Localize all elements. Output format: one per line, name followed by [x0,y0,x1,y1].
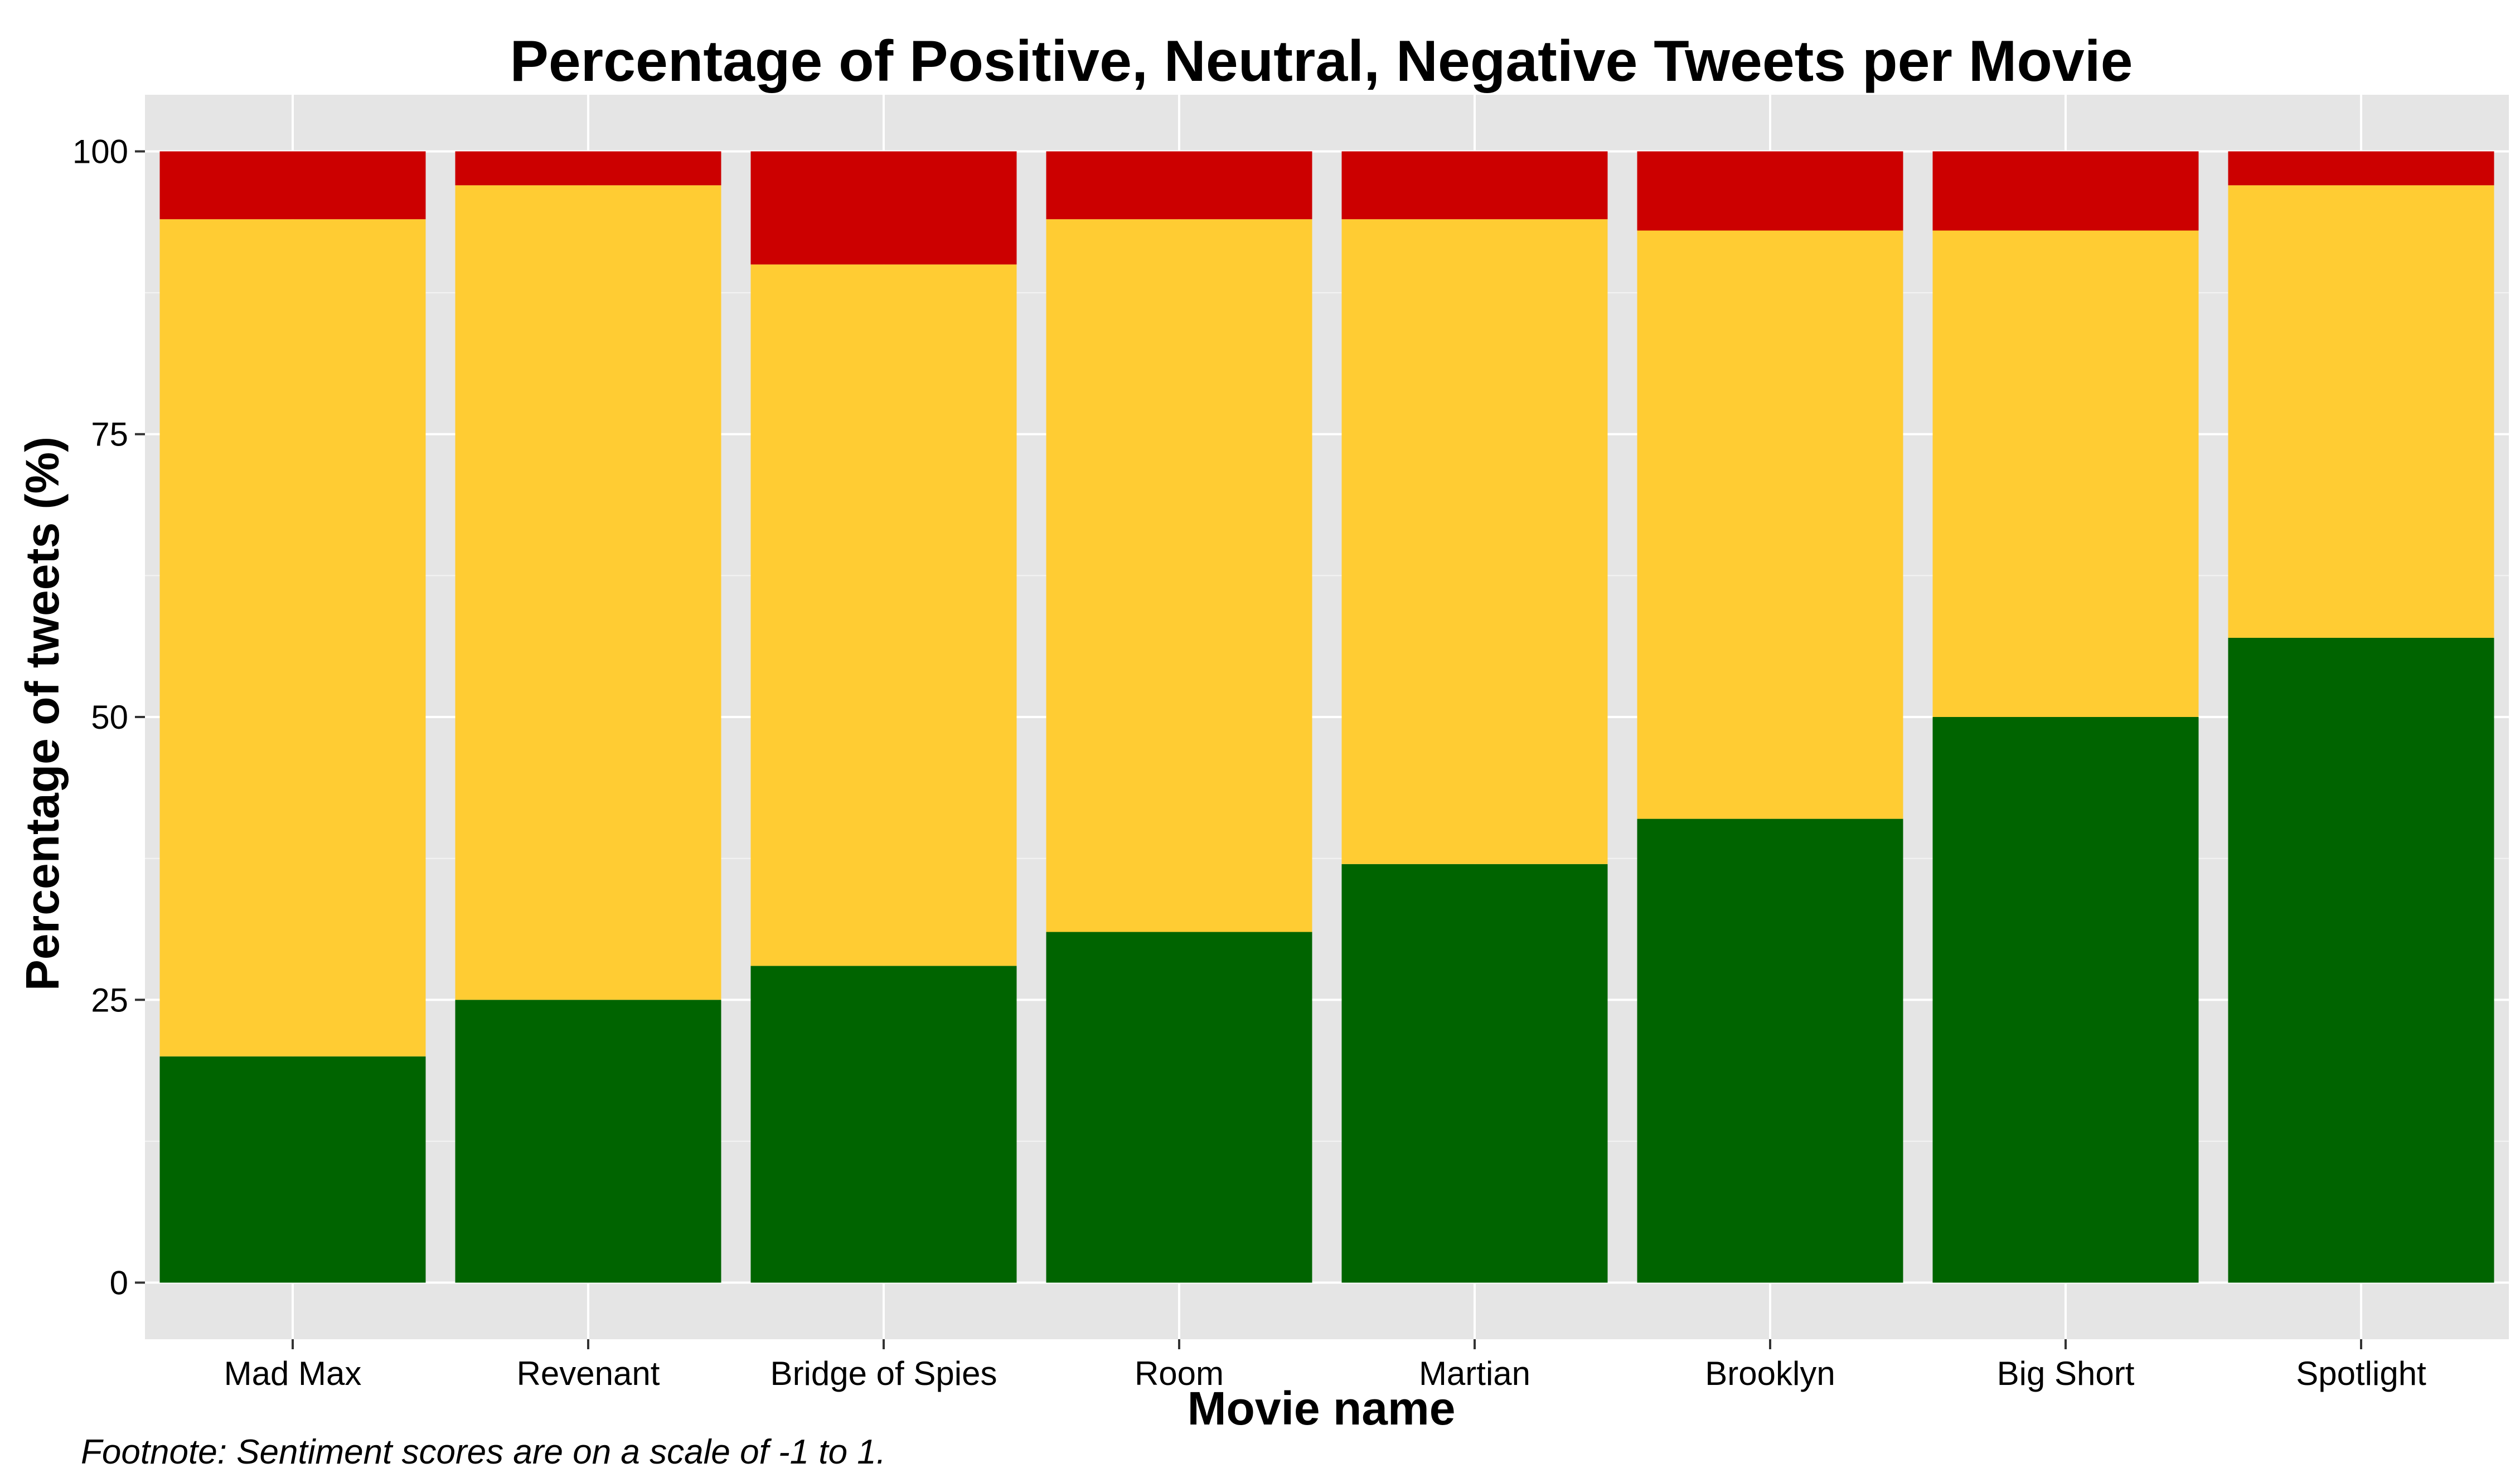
chart-title: Percentage of Positive, Neutral, Negativ… [510,29,2133,94]
x-tick-label: Room [1135,1355,1224,1392]
y-tick-label: 50 [91,699,128,736]
bar-negative-segment [1046,151,1312,220]
bar-negative-segment [2228,151,2494,186]
x-tick-label: Brooklyn [1705,1355,1835,1392]
y-tick-label: 0 [110,1264,128,1302]
bar-positive-segment [455,1000,721,1283]
y-tick-label: 75 [91,416,128,453]
bar-negative-segment [159,151,426,220]
footnote: Footnote: Sentiment scores are on a scal… [81,1433,886,1468]
bar-neutral-segment [1046,219,1312,932]
bar-neutral-segment [2228,185,2494,638]
bar-positive-segment [1932,717,2199,1283]
bar-positive-segment [2228,637,2494,1283]
bar-positive-segment [750,966,1017,1283]
bar-neutral-segment [1932,230,2199,717]
x-tick-label: Bridge of Spies [770,1355,997,1392]
bar-neutral-segment [455,185,721,1000]
x-tick-label: Spotlight [2296,1355,2426,1392]
x-axis-title: Movie name [1188,1382,1456,1435]
bar-negative-segment [455,151,721,186]
bar-negative-segment [750,151,1017,265]
bar-neutral-segment [1637,230,1903,819]
bar-negative-segment [1637,151,1903,231]
y-tick-label: 100 [72,133,128,170]
y-tick-label: 25 [91,981,128,1019]
x-axis: Mad Max Revenant Bridge of Spies Room Martia… [224,1339,2426,1392]
x-tick-label: Martian [1419,1355,1530,1392]
x-tick-label: Mad Max [224,1355,362,1392]
bars [159,151,2494,1283]
bar-positive-segment [1046,932,1312,1283]
x-tick-label: Revenant [517,1355,660,1392]
y-axis-title: Percentage of tweets (%) [16,437,69,991]
bar-neutral-segment [750,264,1017,966]
bar-neutral-segment [1341,219,1608,864]
bar-positive-segment [1341,864,1608,1283]
y-axis: 0 25 50 75 100 [72,133,145,1302]
x-tick-label: Big Short [1997,1355,2135,1392]
bar-neutral-segment [159,219,426,1057]
bar-positive-segment [159,1056,426,1283]
bar-negative-segment [1341,151,1608,220]
bar-positive-segment [1637,818,1903,1283]
bar-negative-segment [1932,151,2199,231]
